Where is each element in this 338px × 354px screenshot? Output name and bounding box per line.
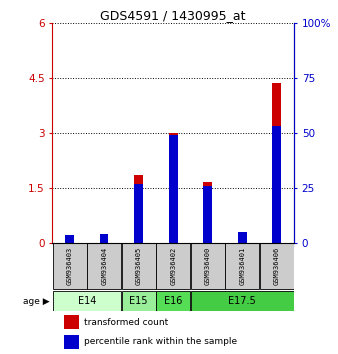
Bar	[65, 335, 79, 348]
Bar	[100, 234, 108, 243]
Bar	[272, 126, 281, 243]
Bar	[169, 135, 177, 243]
Bar	[87, 243, 121, 290]
Bar	[191, 291, 294, 312]
Bar	[272, 84, 281, 243]
Bar	[238, 232, 247, 243]
Text: percentile rank within the sample: percentile rank within the sample	[84, 337, 237, 346]
Bar	[135, 184, 143, 243]
Bar	[169, 133, 177, 243]
Bar	[156, 243, 190, 290]
Text: E17.5: E17.5	[228, 296, 256, 306]
Text: GSM936406: GSM936406	[274, 247, 280, 285]
Bar	[65, 241, 74, 243]
Title: GDS4591 / 1430995_at: GDS4591 / 1430995_at	[100, 9, 246, 22]
Bar	[122, 243, 155, 290]
Bar	[122, 291, 155, 312]
Text: GSM936400: GSM936400	[205, 247, 211, 285]
Text: GSM936402: GSM936402	[170, 247, 176, 285]
Bar	[53, 291, 121, 312]
Text: E15: E15	[129, 296, 148, 306]
Text: GSM936401: GSM936401	[239, 247, 245, 285]
Text: age ▶: age ▶	[23, 297, 50, 306]
Text: GSM936404: GSM936404	[101, 247, 107, 285]
Text: GSM936405: GSM936405	[136, 247, 142, 285]
Bar	[225, 243, 259, 290]
Bar	[100, 241, 108, 243]
Bar	[53, 243, 87, 290]
Bar	[65, 235, 74, 243]
Bar	[203, 186, 212, 243]
Bar	[191, 243, 225, 290]
Text: E16: E16	[164, 296, 183, 306]
Bar	[65, 315, 79, 329]
Bar	[156, 291, 190, 312]
Text: GSM936403: GSM936403	[67, 247, 73, 285]
Bar	[135, 175, 143, 243]
Bar	[260, 243, 294, 290]
Bar	[238, 241, 247, 243]
Text: transformed count: transformed count	[84, 318, 168, 327]
Text: E14: E14	[78, 296, 96, 306]
Bar	[203, 182, 212, 243]
